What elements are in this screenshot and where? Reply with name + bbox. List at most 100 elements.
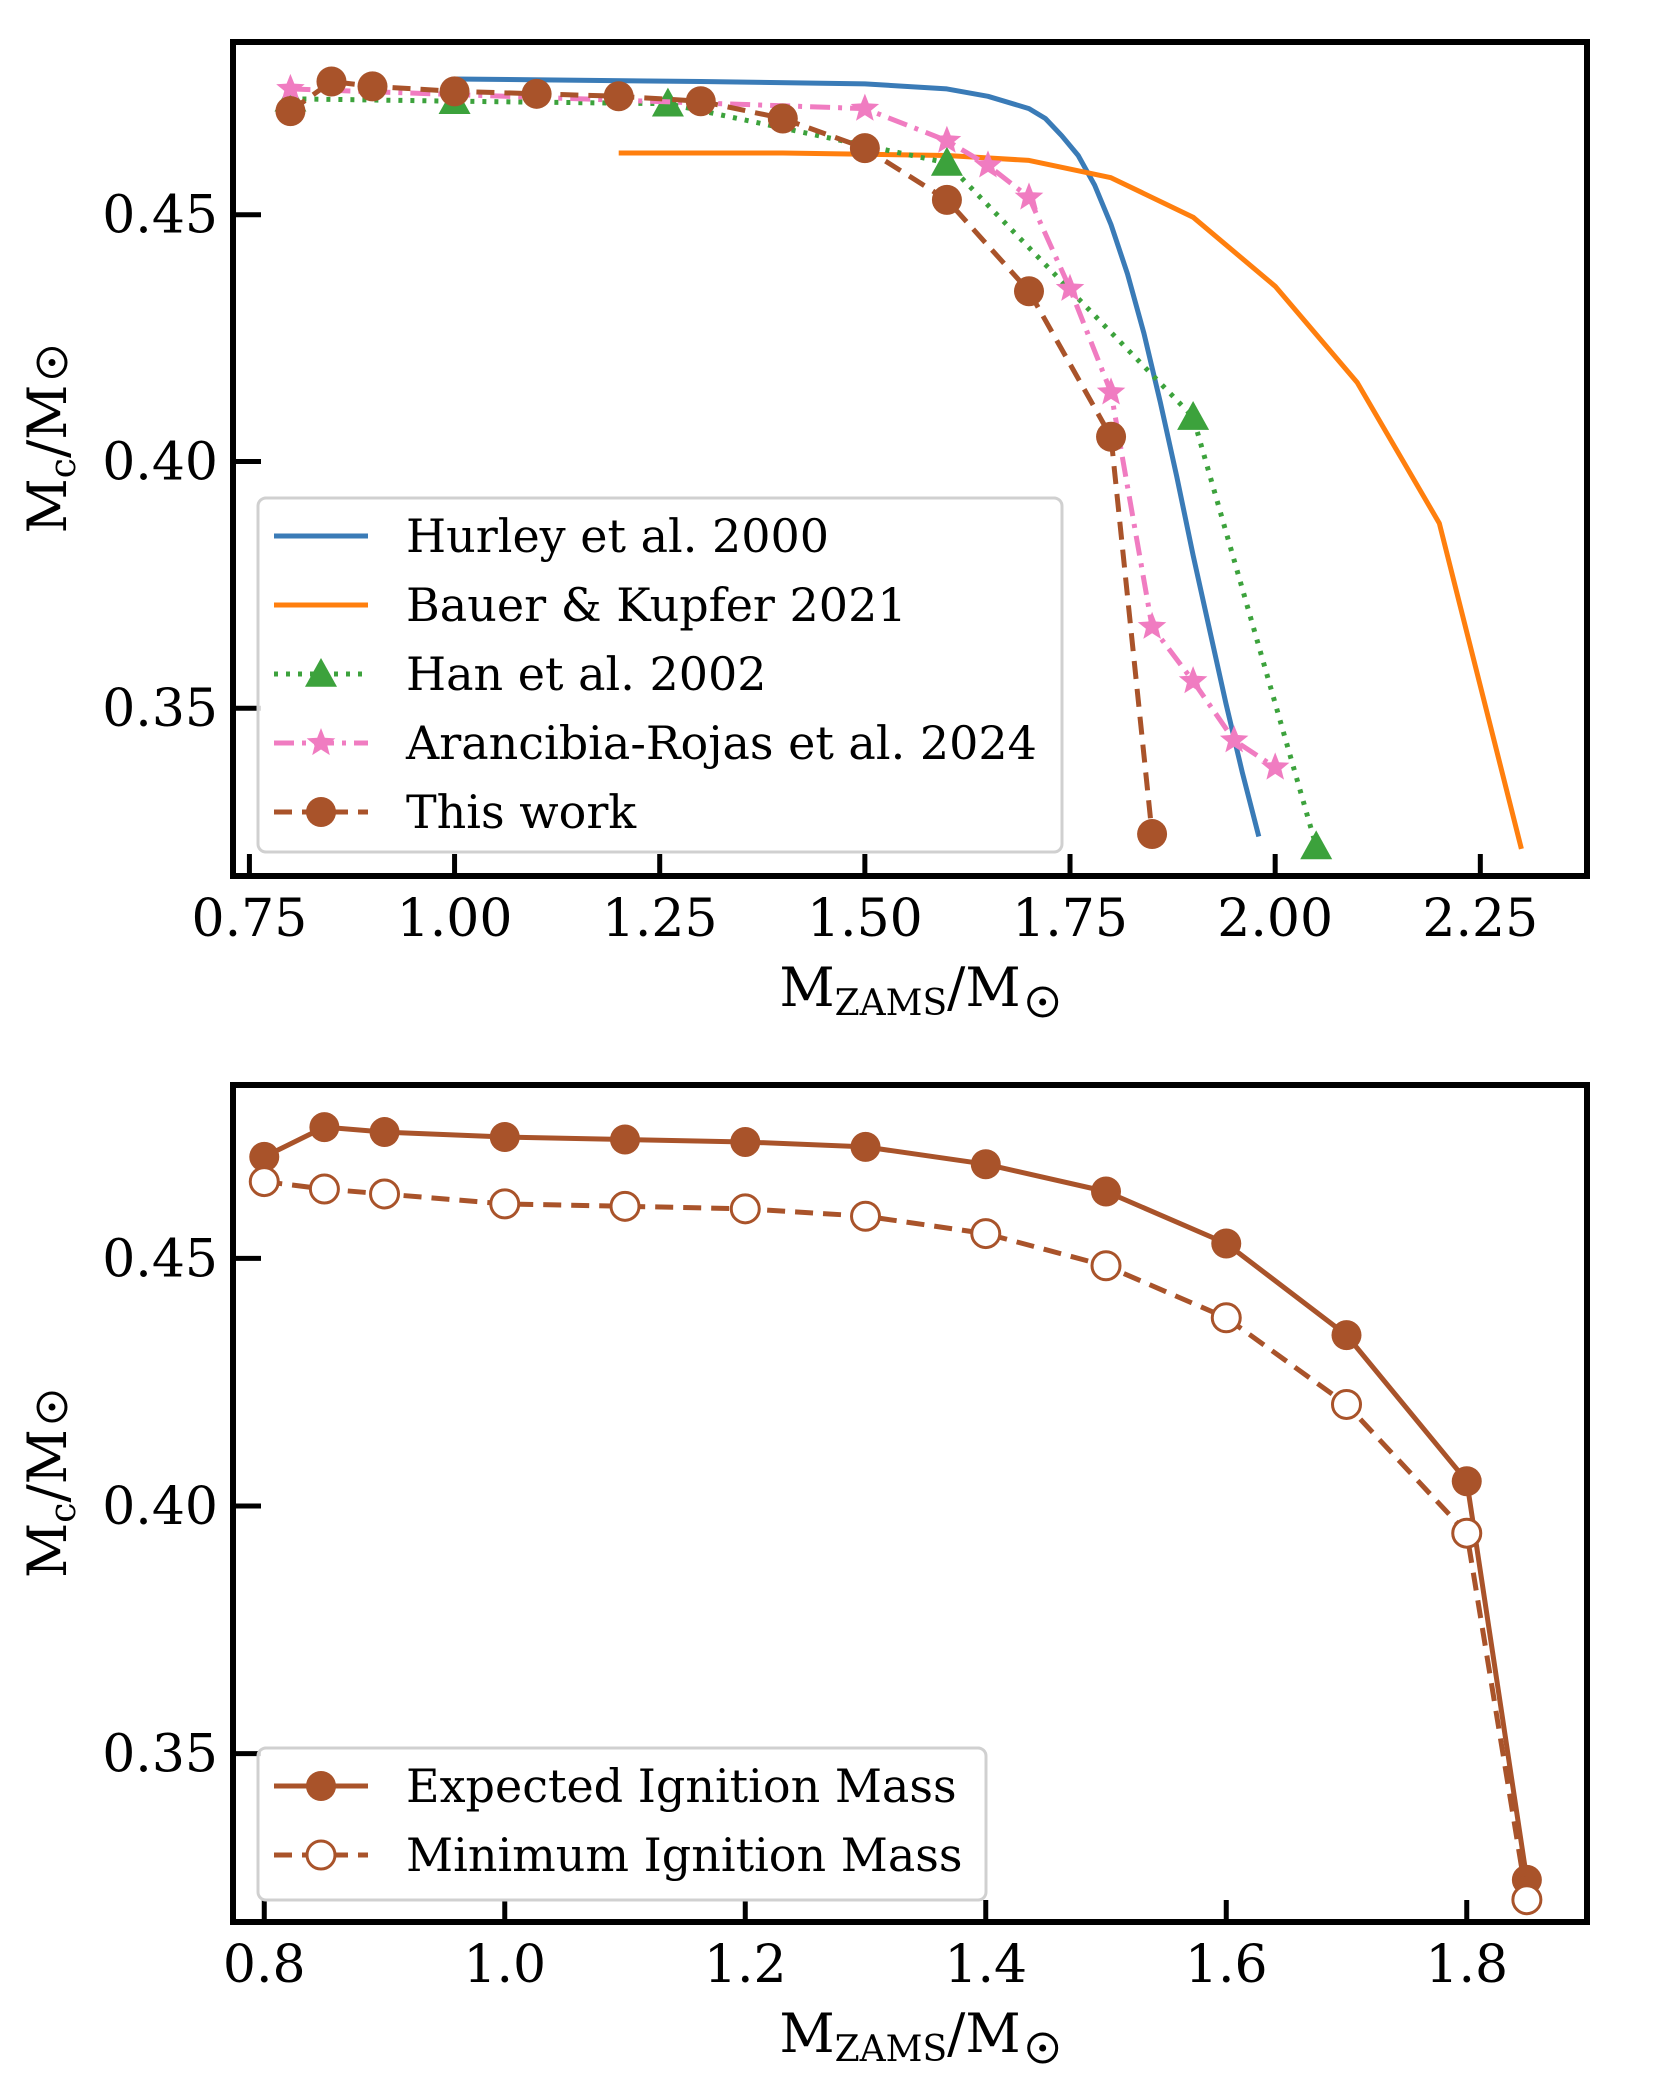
legend-marker: [306, 728, 336, 756]
data-point: [1300, 830, 1333, 860]
data-point: [930, 146, 963, 176]
x-tick-label: 1.00: [397, 889, 513, 949]
x-tick-label: 1.6: [1185, 1935, 1268, 1995]
legend-entry-han-et-al-2002: Han et al. 2002: [274, 647, 767, 701]
x-tick-label: 2.25: [1422, 889, 1538, 949]
legend-entry-this-work: This work: [274, 785, 637, 839]
legend-label: This work: [406, 785, 637, 839]
x-tick-label: 1.2: [704, 1935, 787, 1995]
sun-symbol-icon: [36, 347, 68, 379]
data-point: [489, 1188, 521, 1220]
data-point: [439, 76, 470, 107]
series-line: [454, 76, 1262, 838]
sun-symbol-dot: [48, 1403, 56, 1411]
y-tick-label: 0.45: [102, 1229, 218, 1289]
y-sun-symbol: [36, 1391, 68, 1423]
x-axis-label: MZAMS/M: [779, 956, 1020, 1024]
legend: Hurley et al. 2000 Bauer & Kupfer 2021 Han…: [256, 496, 1064, 854]
plot-area: [248, 1112, 1543, 1916]
data-point: [1451, 1466, 1482, 1497]
plot-area: [274, 66, 1524, 860]
data-point: [970, 1149, 1001, 1180]
y-axis-label: Mc/M: [16, 1429, 84, 1578]
data-point: [275, 96, 306, 127]
data-point: [316, 66, 347, 97]
x-tick-label: 2.00: [1217, 889, 1333, 949]
top-panel: 0.75 1.00 1.25 1.50 1.75 2.00 2.25 0.35 0.40 0.45…: [16, 39, 1590, 1024]
legend-marker: [305, 658, 337, 687]
data-point: [729, 1193, 761, 1225]
y-tick-label: 0.35: [102, 679, 218, 739]
y-sun-symbol: [36, 347, 68, 379]
legend-label: Minimum Ignition Mass: [406, 1828, 962, 1882]
legend-marker: [306, 1771, 336, 1801]
data-point: [248, 1166, 280, 1198]
sun-symbol-icon: [36, 1391, 68, 1423]
x-tick-label: 0.8: [223, 1935, 306, 1995]
data-point: [1096, 421, 1127, 452]
data-point: [850, 1200, 882, 1232]
data-point: [1178, 666, 1208, 694]
data-point: [1137, 819, 1168, 850]
legend-box: [256, 1746, 988, 1902]
data-point: [850, 1131, 881, 1162]
data-point: [308, 1173, 340, 1205]
data-point: [276, 73, 305, 101]
x-tick-label: 1.8: [1425, 1935, 1508, 1995]
data-point: [521, 78, 552, 109]
x-tick-label: 1.0: [463, 1935, 546, 1995]
data-point: [850, 93, 880, 121]
data-point: [1331, 1388, 1363, 1420]
data-point: [1211, 1228, 1242, 1259]
data-point: [1055, 273, 1085, 301]
legend-entry-expected-ignition-mass: Expected Ignition Mass: [274, 1759, 957, 1813]
legend-entry-hurley-et-al-2000: Hurley et al. 2000: [274, 509, 829, 563]
sun-symbol-dot: [1039, 998, 1047, 1006]
legend-label: Expected Ignition Mass: [406, 1759, 957, 1813]
sun-symbol-icon: [1027, 986, 1059, 1018]
data-point: [1096, 377, 1126, 405]
data-point: [609, 1190, 641, 1222]
x-tick-label: 1.25: [602, 889, 718, 949]
data-point: [931, 184, 962, 215]
data-point: [1137, 611, 1167, 639]
y-tick-label: 0.40: [102, 432, 218, 492]
data-point: [767, 103, 798, 134]
legend-label: Bauer & Kupfer 2021: [406, 578, 907, 632]
data-point: [1511, 1884, 1543, 1916]
data-point: [369, 1178, 401, 1210]
legend-marker: [306, 797, 336, 827]
sun-symbol-dot: [1039, 2044, 1047, 2052]
x-tick-label: 1.75: [1012, 889, 1128, 949]
y-axis-label: Mc/M: [16, 385, 84, 534]
series-hurley-et-al-2000: [454, 76, 1262, 838]
data-point: [730, 1126, 761, 1157]
data-point: [1219, 725, 1249, 753]
legend-label: Han et al. 2002: [406, 647, 767, 701]
legend-marker: [305, 1839, 337, 1871]
y-tick-label: 0.35: [102, 1725, 218, 1785]
data-point: [973, 150, 1003, 178]
data-point: [1260, 752, 1290, 780]
data-point: [489, 1122, 520, 1153]
data-point: [1177, 401, 1210, 430]
data-point: [1090, 1250, 1122, 1282]
data-point: [1013, 276, 1044, 307]
data-point: [249, 1141, 280, 1172]
data-point: [1014, 182, 1044, 210]
data-point: [970, 1218, 1002, 1250]
y-tick-label: 0.45: [102, 186, 218, 246]
data-point: [1331, 1320, 1362, 1351]
x-tick-label: 0.75: [192, 889, 308, 949]
data-point: [932, 125, 962, 153]
legend-entry-minimum-ignition-mass: Minimum Ignition Mass: [274, 1828, 962, 1882]
x-tick-label: 1.50: [807, 889, 923, 949]
data-point: [309, 1112, 340, 1143]
data-point: [603, 81, 634, 112]
legend-label: Arancibia-Rojas et al. 2024: [405, 716, 1037, 770]
data-point: [1451, 1517, 1483, 1549]
bottom-panel: 0.8 1.0 1.2 1.4 1.6 1.8 0.35 0.40 0.45 MZAMS/M Mc/…: [16, 1082, 1590, 2070]
legend: Expected Ignition Mass Minimum Ignition M…: [256, 1746, 988, 1902]
data-point: [1210, 1302, 1242, 1334]
